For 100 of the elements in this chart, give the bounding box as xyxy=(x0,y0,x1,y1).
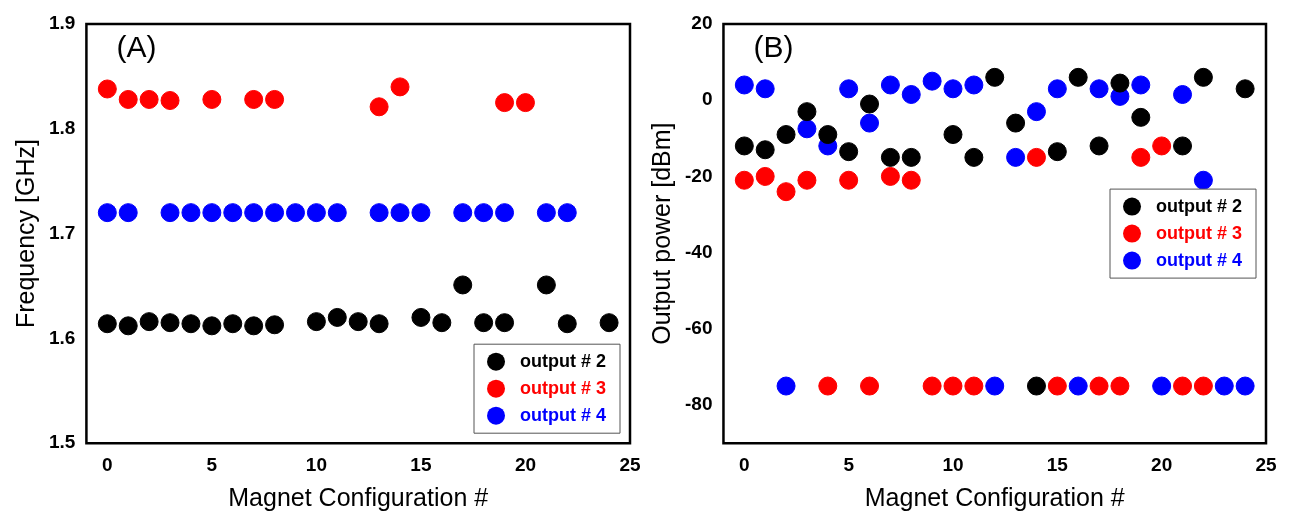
y-tick-label: 0 xyxy=(701,88,713,110)
y-tick-label: -80 xyxy=(684,393,713,415)
y-tick-label: 1.9 xyxy=(48,12,76,34)
point xyxy=(985,67,1005,87)
point xyxy=(306,203,326,223)
legend-label: output # 4 xyxy=(1156,249,1243,270)
point xyxy=(495,93,515,113)
point xyxy=(97,203,117,223)
point xyxy=(755,140,775,160)
point xyxy=(1173,376,1193,396)
point xyxy=(901,147,921,167)
point xyxy=(755,166,775,186)
point xyxy=(327,307,347,327)
point xyxy=(369,314,389,334)
point xyxy=(390,77,410,97)
point xyxy=(1131,75,1151,95)
y-tick-label: -60 xyxy=(684,317,713,339)
point xyxy=(1193,376,1213,396)
point xyxy=(943,125,963,145)
point xyxy=(922,376,942,396)
x-tick-label: 20 xyxy=(514,453,537,475)
x-tick-label: 10 xyxy=(942,453,964,475)
point xyxy=(1047,376,1067,396)
point xyxy=(348,312,368,332)
point xyxy=(223,314,243,334)
point xyxy=(1089,136,1109,156)
point xyxy=(411,307,431,327)
point xyxy=(922,71,942,91)
legend-label: output # 3 xyxy=(520,377,607,398)
point xyxy=(880,75,900,95)
point xyxy=(818,376,838,396)
legend-label: output # 4 xyxy=(520,404,607,425)
point xyxy=(369,203,389,223)
point xyxy=(1110,73,1130,93)
point xyxy=(1068,376,1088,396)
point xyxy=(1026,147,1046,167)
point xyxy=(1026,376,1046,396)
point xyxy=(327,203,347,223)
point xyxy=(495,313,515,333)
point xyxy=(118,203,138,223)
point xyxy=(1214,376,1234,396)
point xyxy=(1235,79,1255,99)
y-tick-label: 1.5 xyxy=(48,431,76,453)
x-tick-label: 5 xyxy=(843,453,855,475)
point xyxy=(1068,67,1088,87)
point xyxy=(1173,136,1193,156)
x-tick-label: 15 xyxy=(1046,453,1069,475)
point xyxy=(557,203,577,223)
x-tick-label: 25 xyxy=(1255,453,1277,475)
point xyxy=(985,376,1005,396)
point xyxy=(118,89,138,109)
point xyxy=(202,89,222,109)
point xyxy=(515,93,535,113)
y-tick-label: 20 xyxy=(691,12,713,34)
point xyxy=(453,203,473,223)
x-tick-label: 25 xyxy=(619,453,641,475)
point xyxy=(536,203,556,223)
y-tick-label: 1.8 xyxy=(48,117,76,139)
x-tick-label: 15 xyxy=(410,453,432,475)
point xyxy=(880,166,900,186)
point xyxy=(495,203,515,223)
x-axis-title: Magnet Configuration # xyxy=(864,482,1125,511)
point xyxy=(964,376,984,396)
point xyxy=(901,85,921,104)
point xyxy=(160,313,180,333)
point xyxy=(797,170,817,190)
legend-label: output # 3 xyxy=(1156,222,1243,243)
y-tick-label: 1.7 xyxy=(48,221,76,243)
y-tick-label: 1.6 xyxy=(48,326,76,348)
point xyxy=(1131,147,1151,167)
point xyxy=(1006,113,1026,133)
legend-label: output # 2 xyxy=(520,350,607,371)
point xyxy=(536,275,556,295)
point xyxy=(202,316,222,336)
point xyxy=(734,136,754,156)
point xyxy=(839,79,859,99)
point xyxy=(776,125,796,145)
point xyxy=(776,182,796,202)
x-tick-label: 0 xyxy=(739,453,750,475)
point xyxy=(265,203,285,223)
point xyxy=(964,75,984,95)
point xyxy=(1110,376,1130,396)
point xyxy=(244,203,264,223)
point xyxy=(474,313,494,333)
point xyxy=(901,170,921,190)
point xyxy=(599,313,619,333)
point xyxy=(1152,376,1172,396)
point xyxy=(755,79,775,99)
point xyxy=(860,376,880,396)
point xyxy=(1152,136,1172,156)
legend-label: output # 2 xyxy=(1156,195,1243,216)
point xyxy=(244,89,264,109)
point xyxy=(1173,85,1193,104)
point xyxy=(1193,67,1213,87)
point xyxy=(860,94,880,114)
point xyxy=(839,170,859,190)
y-axis-title: Frequency [GHz] xyxy=(10,139,39,329)
point xyxy=(411,203,431,223)
point xyxy=(943,79,963,99)
point xyxy=(860,113,880,133)
